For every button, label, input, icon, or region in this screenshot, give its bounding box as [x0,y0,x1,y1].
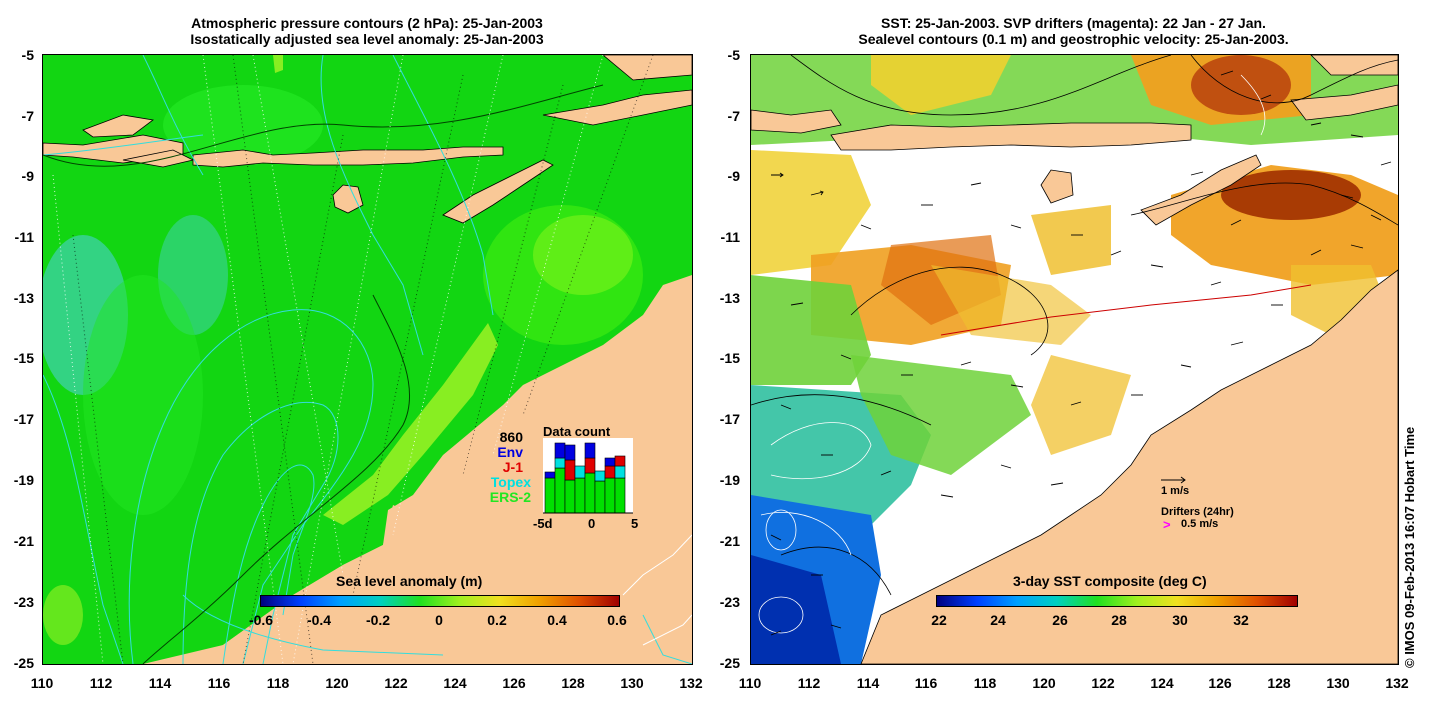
left-lon-tick: 114 [148,675,172,691]
left-lon-tick: 120 [325,675,349,691]
sst-tick-26: 26 [1052,612,1068,628]
right-lon-tick: 126 [1208,675,1232,691]
sst-map[interactable]: 1 m/s Drifters (24hr) > 0.5 m/s 3-day SS… [750,54,1399,665]
sla-tick-7: 0.6 [607,612,627,628]
left-lat-tick: -19 [13,472,34,488]
right-lon-tick: 118 [973,675,997,691]
legend-j1: J-1 [502,459,523,475]
right-lat-tick: -19 [719,472,740,488]
left-lat-tick: -15 [13,350,34,366]
legend-topex: Topex [490,474,531,490]
left-lon-tick: 118 [266,675,290,691]
left-lat-tick: -9 [21,168,34,184]
legend-ers2: ERS-2 [489,489,531,505]
sla-colorbar-title: Sea level anomaly (m) [336,573,483,589]
left-lat-tick: -13 [13,290,34,306]
histogram-tick-0: 0 [588,516,596,531]
left-lat-tick: -5 [21,47,34,63]
left-lon-tick: 132 [679,675,703,691]
sla-colorbar [260,595,620,607]
sst-tick-22: 22 [931,612,947,628]
right-lon-tick: 120 [1032,675,1056,691]
right-lon-tick: 116 [914,675,938,691]
sst-colorbar-title: 3-day SST composite (deg C) [1013,573,1207,589]
drifters-scale: 0.5 m/s [1181,518,1219,530]
right-lat-tick: -7 [727,108,740,124]
right-lat-tick: -21 [719,533,740,549]
left-lon-tick: 126 [502,675,526,691]
histogram-tick-5: 5 [631,516,639,531]
sla-tick-2: -0.4 [306,612,332,628]
sea-level-anomaly-canvas [43,55,692,664]
left-lat-tick: -25 [13,655,34,671]
sst-colorbar [936,595,1298,607]
sst-tick-28: 28 [1111,612,1127,628]
left-lat-tick: -21 [13,533,34,549]
sst-canvas [751,55,1398,664]
left-lon-tick: 128 [561,675,585,691]
right-lat-tick: -5 [727,47,740,63]
sea-level-anomaly-map[interactable]: Data count 860 Env J-1 Topex ERS-2 -5d 0… [42,54,693,665]
left-title-line1: Atmospheric pressure contours (2 hPa): 2… [191,15,543,31]
sst-tick-24: 24 [990,612,1006,628]
right-lat-tick: -23 [719,594,740,610]
sla-tick-5: 0.2 [487,612,507,628]
left-lon-tick: 124 [443,675,467,691]
right-lat-tick: -9 [727,168,740,184]
left-lon-tick: 116 [207,675,231,691]
legend-env: Env [497,444,523,460]
left-lat-tick: -7 [21,108,34,124]
right-title-line1: SST: 25-Jan-2003. SVP drifters (magenta)… [881,15,1266,31]
right-lat-tick: -11 [720,229,740,245]
data-count-histogram [543,438,633,514]
right-lon-tick: 128 [1267,675,1291,691]
left-lat-tick: -11 [14,229,34,245]
right-lon-tick: 124 [1150,675,1174,691]
imos-credit: © IMOS 09-Feb-2013 16:07 Hobart Time [1402,426,1417,668]
left-lon-tick: 130 [620,675,644,691]
right-lon-tick: 110 [738,675,762,691]
right-lat-tick: -25 [719,655,740,671]
right-title-line2: Sealevel contours (0.1 m) and geostrophi… [858,31,1289,47]
right-lon-tick: 130 [1326,675,1350,691]
right-lon-tick: 122 [1091,675,1115,691]
right-lon-tick: 112 [797,675,821,691]
sst-tick-32: 32 [1233,612,1249,628]
right-lat-tick: -13 [719,290,740,306]
sla-tick-3: -0.2 [365,612,391,628]
right-lon-tick: 114 [856,675,880,691]
right-lat-tick: -17 [719,411,740,427]
drifters-title: Drifters (24hr) [1161,506,1234,518]
data-count-total: 860 [499,429,523,445]
left-lon-tick: 112 [89,675,113,691]
left-lon-tick: 122 [384,675,408,691]
drifters-marker: > [1163,517,1171,532]
left-lat-tick: -17 [13,411,34,427]
sla-tick-1: -0.6 [248,612,274,628]
sla-tick-4: 0 [435,612,443,628]
data-count-title: Data count [543,424,611,439]
sst-tick-30: 30 [1172,612,1188,628]
bar-1 [544,477,556,514]
left-lon-tick: 110 [30,675,54,691]
left-lat-tick: -23 [13,594,34,610]
right-lon-tick: 132 [1385,675,1409,691]
velocity-scale-label: 1 m/s [1161,485,1190,497]
histogram-tick-neg5: -5d [533,516,553,531]
right-lat-tick: -15 [719,350,740,366]
left-title-line2: Isostatically adjusted sea level anomaly… [190,31,544,47]
right-panel-title: SST: 25-Jan-2003. SVP drifters (magenta)… [750,15,1397,47]
left-panel-title: Atmospheric pressure contours (2 hPa): 2… [42,15,692,47]
sla-tick-6: 0.4 [547,612,567,628]
